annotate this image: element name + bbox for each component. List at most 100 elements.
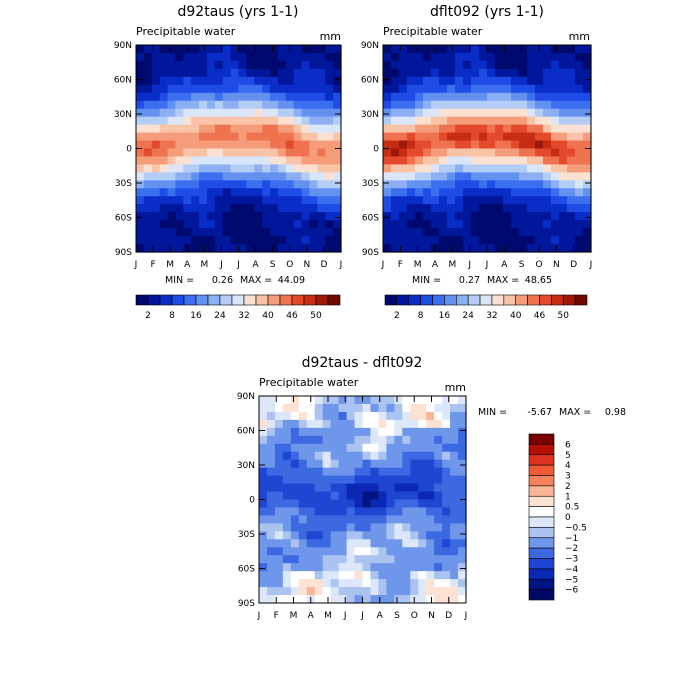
contour-cell (333, 212, 342, 221)
contour-cell (458, 595, 467, 604)
contour-cell (583, 148, 592, 158)
contour-cell (293, 45, 303, 54)
contour-cell (423, 52, 432, 62)
contour-cell (159, 244, 169, 253)
contour-cell (583, 220, 592, 229)
contour-cell (370, 403, 380, 413)
contour-cell (214, 60, 224, 70)
contour-cell (175, 148, 184, 158)
contour-cell (277, 60, 287, 70)
contour-cell (230, 84, 240, 94)
contour-cell (439, 212, 448, 221)
contour-cell (386, 483, 395, 493)
contour-cell (479, 84, 488, 94)
contour-cell (487, 236, 496, 245)
contour-cell (282, 587, 292, 596)
contour-cell (282, 523, 292, 532)
min-label: MIN = (478, 407, 507, 418)
contour-cell (183, 100, 192, 110)
contour-cell (274, 563, 284, 572)
contour-cell (583, 204, 592, 213)
contour-cell (511, 228, 520, 237)
contour-cell (199, 116, 208, 126)
contour-cell (527, 132, 536, 142)
contour-cell (455, 140, 464, 150)
colorbar-swatch (396, 294, 410, 306)
contour-cell (402, 563, 411, 572)
contour-cell (543, 84, 552, 94)
contour-cell (285, 124, 295, 134)
contour-cell (442, 515, 451, 524)
contour-cell (246, 100, 255, 110)
colorbar-swatch (551, 294, 564, 306)
contour-cell (199, 84, 208, 94)
contour-cell (394, 435, 403, 445)
y-tick-label: 60N (361, 76, 379, 86)
contour-cell (447, 116, 456, 126)
contour-cell (471, 108, 480, 118)
contour-cell (386, 491, 395, 501)
contour-cell (277, 244, 287, 253)
contour-cell (450, 411, 459, 421)
colorbar-label: −4 (565, 565, 579, 575)
contour-cell (543, 236, 552, 245)
contour-cell (458, 411, 467, 421)
contour-cell (167, 220, 177, 229)
contour-cell (519, 140, 528, 150)
contour-cell (266, 563, 276, 572)
contour-cell (399, 148, 408, 158)
contour-cell (306, 539, 316, 548)
contour-cell (442, 571, 451, 580)
contour-cell (378, 547, 387, 556)
contour-cell (450, 396, 459, 405)
contour-cell (458, 403, 467, 413)
y-tick-label: 90N (237, 392, 255, 402)
contour-cell (442, 427, 451, 437)
contour-cell (338, 427, 348, 437)
contour-cell (362, 419, 372, 429)
contour-cell (402, 555, 411, 564)
contour-cell (450, 427, 459, 437)
contour-cell (314, 523, 324, 532)
contour-cell (346, 443, 356, 453)
contour-cell (262, 84, 271, 94)
contour-cell (442, 579, 451, 588)
contour-cell (206, 68, 216, 78)
contour-cell (479, 236, 488, 245)
y-tick-label: 0 (126, 145, 132, 155)
contour-cell (254, 124, 263, 134)
contour-cell (503, 124, 512, 134)
contour-cell (262, 132, 271, 142)
contour-cell (418, 483, 427, 493)
contour-cell (511, 156, 520, 166)
contour-cell (439, 156, 448, 166)
contour-cell (238, 204, 247, 213)
contour-cell (274, 483, 284, 493)
y-tick-label: 90S (238, 599, 255, 609)
contour-cell (230, 220, 240, 229)
contour-cell (266, 411, 276, 421)
contour-cell (442, 396, 451, 405)
contour-cell (238, 188, 247, 197)
contour-cell (391, 52, 400, 62)
contour-cell (293, 204, 303, 213)
contour-cell (183, 148, 192, 158)
contour-cell (370, 443, 380, 453)
contour-cell (434, 403, 443, 413)
contour-cell (434, 483, 443, 493)
contour-cell (575, 45, 584, 54)
contour-cell (270, 244, 279, 253)
contour-cell (415, 156, 424, 166)
contour-cell (206, 228, 216, 237)
contour-cell (354, 419, 364, 429)
contour-cell (159, 116, 169, 126)
contour-cell (362, 539, 372, 548)
contour-cell (378, 403, 387, 413)
contour-cell (262, 92, 271, 102)
contour-cell (378, 523, 387, 532)
contour-cell (442, 403, 451, 413)
contour-cell (383, 84, 392, 94)
contour-cell (527, 60, 536, 70)
contour-cell (527, 84, 536, 94)
contour-cell (503, 212, 512, 221)
